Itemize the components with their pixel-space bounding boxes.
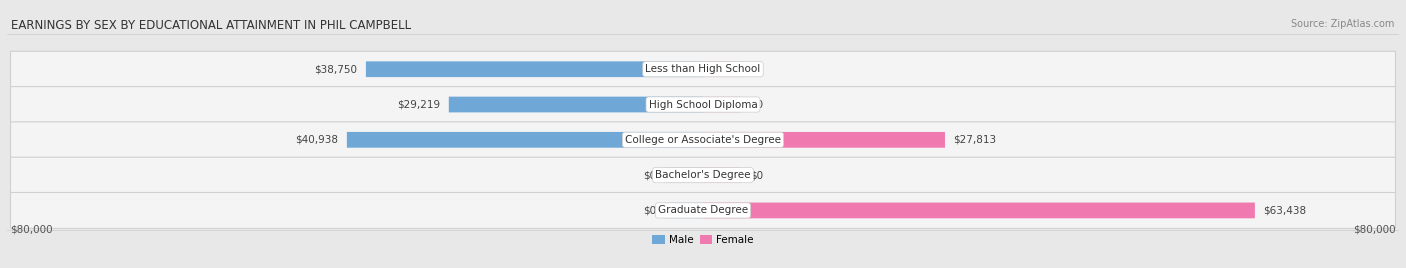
FancyBboxPatch shape [10,192,1396,228]
FancyBboxPatch shape [10,51,1396,87]
Text: $29,219: $29,219 [398,99,440,110]
Text: $0: $0 [749,99,762,110]
Text: $27,813: $27,813 [953,135,997,145]
Legend: Male, Female: Male, Female [648,231,758,249]
Text: EARNINGS BY SEX BY EDUCATIONAL ATTAINMENT IN PHIL CAMPBELL: EARNINGS BY SEX BY EDUCATIONAL ATTAINMEN… [11,19,412,32]
FancyBboxPatch shape [665,167,703,183]
FancyBboxPatch shape [10,122,1396,158]
Text: Graduate Degree: Graduate Degree [658,206,748,215]
FancyBboxPatch shape [703,203,1256,218]
FancyBboxPatch shape [10,87,1396,122]
Text: $0: $0 [644,170,657,180]
FancyBboxPatch shape [703,97,741,112]
FancyBboxPatch shape [366,61,703,77]
Text: $63,438: $63,438 [1263,206,1306,215]
Text: $38,750: $38,750 [315,64,357,74]
Text: $40,938: $40,938 [295,135,339,145]
Text: $0: $0 [644,206,657,215]
FancyBboxPatch shape [703,132,945,148]
FancyBboxPatch shape [10,157,1396,193]
Text: $80,000: $80,000 [10,224,53,234]
Text: Bachelor's Degree: Bachelor's Degree [655,170,751,180]
FancyBboxPatch shape [703,167,741,183]
FancyBboxPatch shape [665,203,703,218]
Text: High School Diploma: High School Diploma [648,99,758,110]
FancyBboxPatch shape [347,132,703,148]
Text: College or Associate's Degree: College or Associate's Degree [626,135,780,145]
Text: $0: $0 [749,64,762,74]
Text: Less than High School: Less than High School [645,64,761,74]
Text: $80,000: $80,000 [1353,224,1396,234]
FancyBboxPatch shape [703,61,741,77]
Text: Source: ZipAtlas.com: Source: ZipAtlas.com [1291,19,1395,29]
FancyBboxPatch shape [449,97,703,112]
Text: $0: $0 [749,170,762,180]
